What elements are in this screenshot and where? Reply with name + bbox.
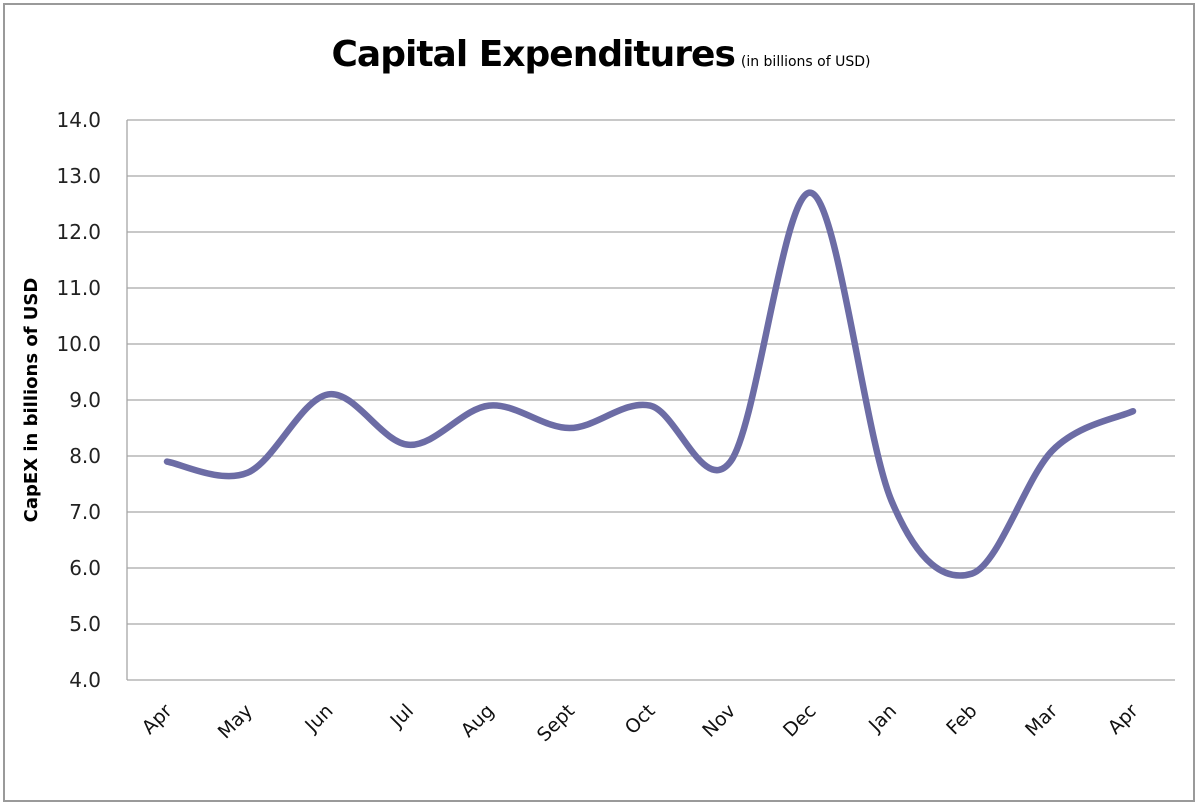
x-tick-label: Oct [621,700,660,739]
gridlines [126,119,1175,681]
chart-title: Capital Expenditures [331,34,736,75]
x-tick-label: Jul [386,700,418,732]
y-tick-label: 10.0 [56,332,101,356]
y-tick-label: 8.0 [69,444,101,468]
series-line [163,189,1137,579]
y-tick-label: 13.0 [56,164,101,188]
y-tick-label: 4.0 [69,668,101,692]
series-lines [163,189,1137,579]
chart-title-block: Capital Expenditures (in billions of USD) [0,34,1202,75]
chart-subtitle: (in billions of USD) [740,54,871,70]
y-tick-label: 9.0 [69,388,101,412]
x-tick-labels: Apr May Jun Jul Aug Sept Oct Nov Dec Jan Feb Mar Apr [138,700,1143,746]
x-tick-label: Dec [779,700,821,742]
x-tick-label: Nov [698,700,740,742]
x-tick-label: Feb [942,700,981,739]
series-points [166,192,1134,574]
y-tick-label: 6.0 [69,556,101,580]
y-tick-label: 14.0 [56,108,101,132]
y-tick-label: 5.0 [69,612,101,636]
x-tick-label: Jan [864,700,901,737]
y-tick-labels: 4.0 5.0 6.0 7.0 8.0 9.0 10.0 11.0 12.0 13.0 14.0 [56,108,101,692]
x-tick-label: Jun [300,700,337,737]
x-tick-label: Aug [457,700,499,742]
y-tick-label: 7.0 [69,500,101,524]
x-tick-label: Apr [1104,700,1143,739]
x-tick-label: Sept [533,700,579,746]
y-axis-label: CapEX in billions of USD [21,278,42,523]
x-tick-label: Mar [1021,700,1062,741]
x-tick-label: Apr [138,700,177,739]
x-tick-label: May [214,700,257,743]
y-tick-label: 11.0 [56,276,101,300]
chart-frame [3,3,1195,802]
y-tick-label: 12.0 [56,220,101,244]
